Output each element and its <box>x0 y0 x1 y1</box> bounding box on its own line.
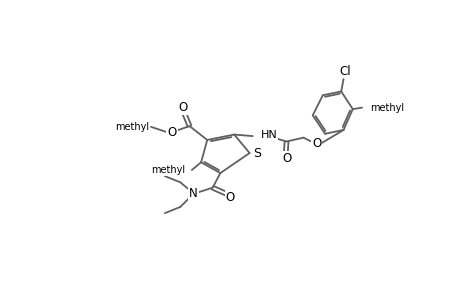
Text: O: O <box>311 136 320 149</box>
Text: S: S <box>253 147 261 160</box>
Text: methyl: methyl <box>369 103 403 112</box>
Text: N: N <box>189 187 197 200</box>
Text: O: O <box>179 101 188 114</box>
Text: methyl: methyl <box>115 122 149 132</box>
Text: HN: HN <box>260 130 276 140</box>
Text: methyl: methyl <box>151 165 185 175</box>
Text: O: O <box>281 152 291 165</box>
Text: O: O <box>225 191 235 204</box>
Text: O: O <box>167 126 176 139</box>
Text: Cl: Cl <box>339 65 350 78</box>
